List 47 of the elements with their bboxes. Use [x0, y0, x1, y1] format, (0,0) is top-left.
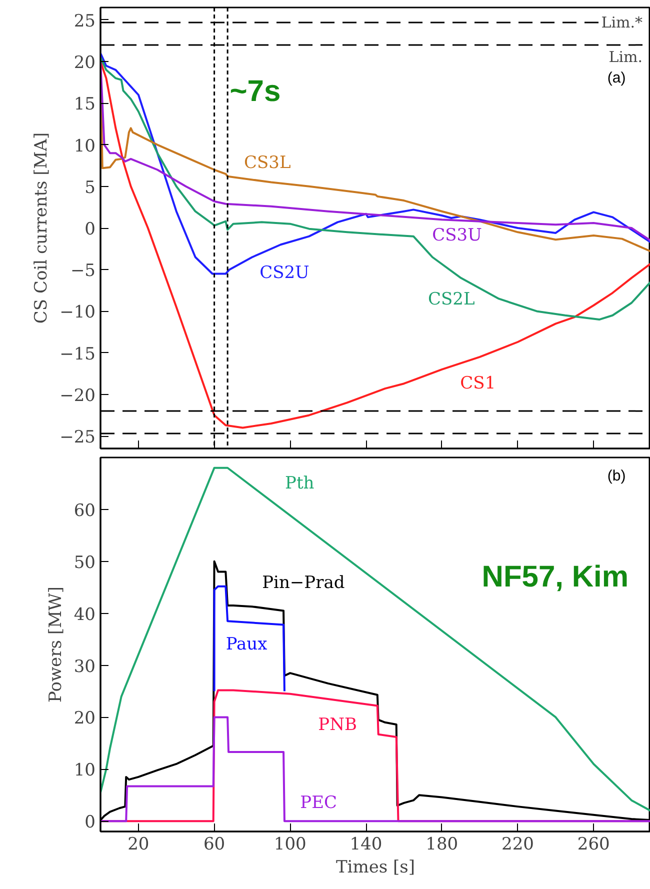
x-tick-label: 260	[577, 834, 610, 854]
y-tick-label: 0	[84, 812, 96, 833]
y-tick-label: 10	[74, 136, 96, 156]
y-tick-label: 50	[74, 552, 96, 573]
x-tick-label: 20	[128, 834, 150, 854]
series-label: Paux	[226, 634, 268, 654]
x-tick-label: 180	[426, 834, 458, 854]
ref-line-label: Lim.	[608, 48, 642, 66]
series-label: Pth	[285, 473, 314, 494]
series-label: Pin−Prad	[262, 573, 345, 594]
y-tick-label: 25	[74, 11, 96, 32]
y-tick-label: 15	[74, 94, 96, 115]
annotation: (b)	[607, 468, 626, 485]
y-tick-label: −20	[60, 386, 96, 406]
y-tick-label: 30	[74, 656, 96, 677]
x-tick-label: 220	[502, 834, 534, 854]
y-tick-label: 20	[74, 53, 96, 74]
series-label: CS3L	[244, 153, 291, 174]
ref-line-label: Lim.*	[601, 13, 643, 32]
series-label: CS1	[460, 374, 496, 394]
y-tick-label: −15	[60, 344, 96, 364]
line-series	[100, 466, 650, 812]
y-tick-label: 5	[84, 178, 96, 198]
annotation: (a)	[607, 70, 626, 87]
line-series	[100, 60, 650, 429]
series-label: CS2U	[260, 262, 310, 283]
y-tick-label: 20	[74, 708, 96, 729]
y-tick-label: −10	[60, 302, 96, 323]
series-label: PEC	[300, 792, 338, 813]
series-label: CS2L	[428, 290, 475, 310]
x-tick-label: 140	[350, 834, 382, 854]
line-series	[100, 716, 650, 822]
y-axis-title: Powers [MW]	[46, 586, 66, 702]
series-label: PNB	[318, 715, 357, 736]
y-tick-label: 60	[74, 500, 96, 521]
y-tick-label: −5	[70, 261, 96, 282]
annotation: ~7s	[230, 74, 281, 108]
annotation: NF57, Kim	[482, 560, 629, 594]
y-axis-title: CS Coil currents [MA]	[32, 132, 52, 324]
x-tick-label: 100	[274, 834, 306, 854]
series-label: CS3U	[432, 225, 482, 246]
y-tick-label: −25	[60, 428, 96, 448]
y-tick-label: 10	[74, 760, 96, 781]
y-tick-label: 0	[84, 220, 96, 240]
x-tick-label: 60	[203, 834, 226, 854]
x-axis-title: Times [s]	[336, 858, 416, 878]
y-tick-label: 40	[74, 604, 96, 625]
